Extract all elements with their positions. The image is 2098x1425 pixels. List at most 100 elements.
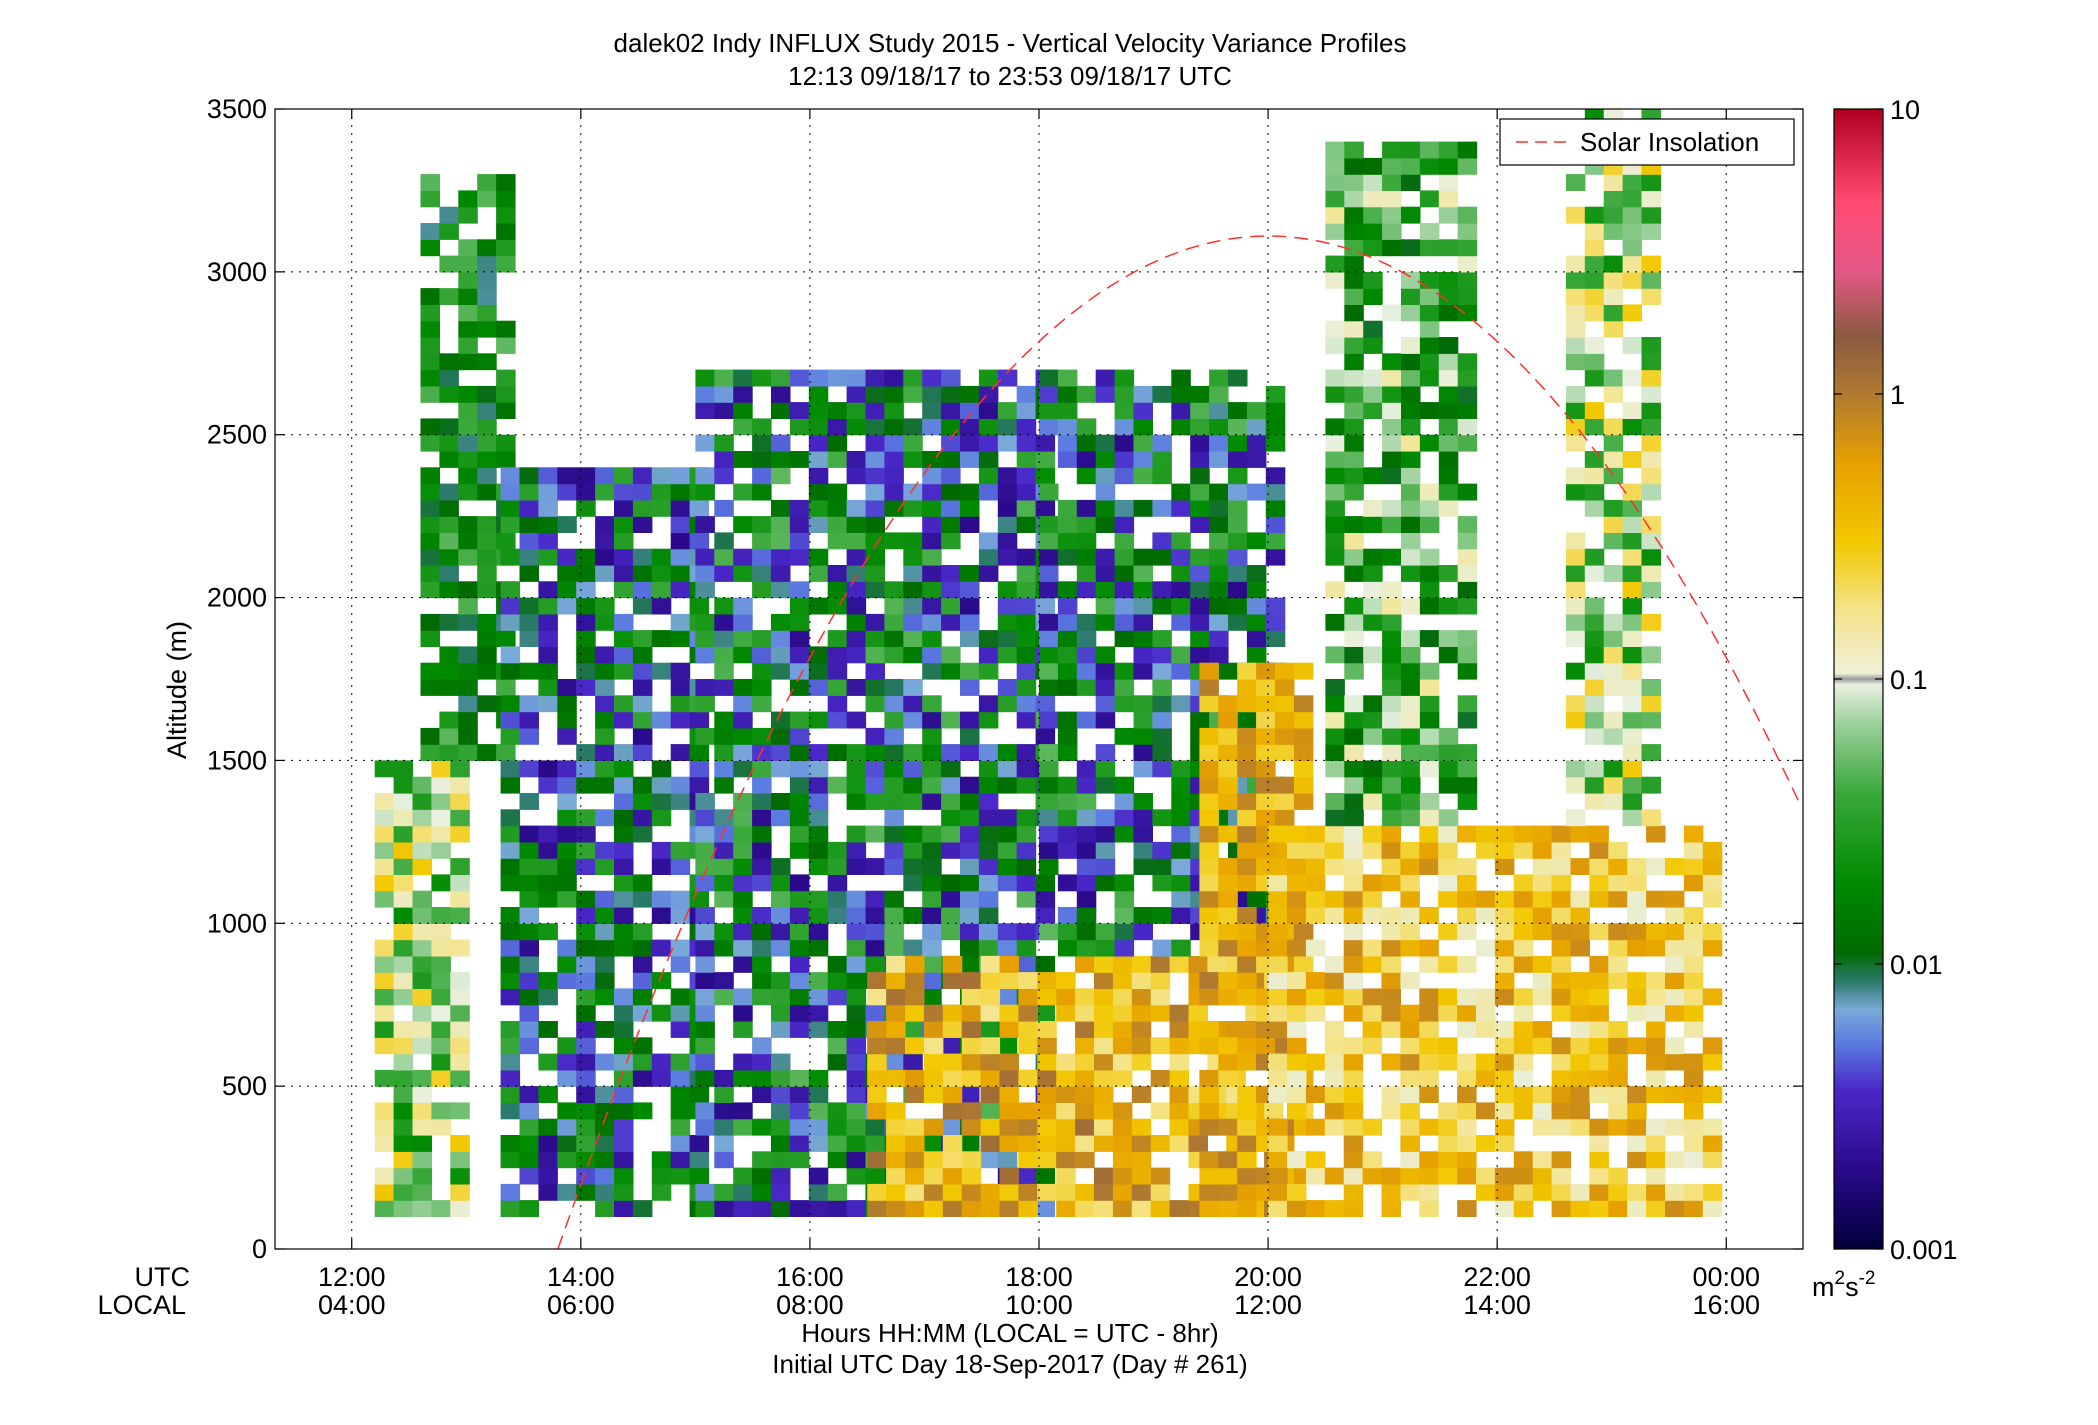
heatmap-cell [458,581,478,599]
heatmap-cell [846,1037,867,1055]
heatmap-cell [808,1135,829,1152]
heatmap-cell [1112,1135,1133,1152]
heatmap-cell [1018,1102,1038,1120]
heatmap-cell [500,695,521,713]
heatmap-cell [1438,1167,1458,1185]
heatmap-cell [978,451,999,468]
heatmap-cell [884,467,904,485]
heatmap-cell [1246,565,1267,582]
heatmap-cell [961,972,982,989]
heatmap-cell [538,972,558,989]
heatmap-cell [695,1200,715,1217]
heatmap-cell [771,434,791,452]
heatmap-cell [733,955,753,973]
heatmap-cell [1438,239,1459,257]
heatmap-cell [1237,760,1257,778]
heatmap-cell [1344,434,1364,452]
heatmap-cell [595,744,615,761]
heatmap-cell [595,955,615,973]
heatmap-cell [1237,939,1257,957]
heatmap-cell [960,630,980,647]
heatmap-cell [1150,1037,1171,1055]
heatmap-cell [1095,499,1116,517]
heatmap-cell [922,369,942,387]
heatmap-cell [1363,613,1383,631]
heatmap-cell [1016,711,1037,729]
heatmap-cell [1228,613,1248,631]
heatmap-cell [595,1167,615,1185]
heatmap-cell [1702,890,1723,908]
heatmap-cell [1400,923,1420,941]
heatmap-cell [1382,597,1402,615]
heatmap-cell [695,809,715,827]
heatmap-cell [733,613,753,631]
heatmap-cell [1344,206,1364,224]
heatmap-cell [1095,679,1116,696]
heatmap-cell [886,1069,906,1087]
heatmap-cell [1438,337,1459,354]
x-tick-label-local: 06:00 [547,1290,615,1320]
heatmap-cell [595,597,615,615]
heatmap-cell [771,907,791,924]
heatmap-cell [374,793,395,810]
heatmap-cell [1363,793,1383,810]
heatmap-cell [1401,418,1421,436]
heatmap-cell [1056,1183,1076,1201]
heatmap-cell [1627,858,1647,875]
heatmap-cell [420,499,440,517]
heatmap-cell [1457,776,1478,794]
heatmap-cell [827,418,848,436]
heatmap-cell [1039,613,1059,631]
heatmap-cell [1237,1118,1257,1136]
heatmap-cell [695,1183,715,1201]
heatmap-cell [827,744,848,761]
heatmap-cell [771,467,791,485]
heatmap-cell [1584,548,1605,566]
heatmap-cell [576,1135,596,1152]
heatmap-cell [1199,841,1219,859]
heatmap-cell [771,613,791,631]
heatmap-cell [1268,907,1288,924]
legend: Solar Insolation [1499,118,1795,166]
heatmap-cell [1589,1004,1609,1022]
heatmap-cell [1190,451,1210,468]
heatmap-cell [1344,646,1364,664]
heatmap-cell [733,744,753,761]
heatmap-cell [538,1086,558,1103]
heatmap-cell [576,955,596,973]
heatmap-cell [1256,695,1276,713]
heatmap-cell [1218,972,1238,989]
heatmap-cell [846,825,867,843]
heatmap-cell [903,613,923,631]
heatmap-cell [477,613,497,631]
heatmap-cell [1608,1053,1628,1071]
heatmap-cell [1589,858,1609,875]
heatmap-cell [1382,434,1402,452]
heatmap-cell [1419,679,1440,696]
heatmap-cell [846,1004,867,1022]
heatmap-cell [1133,565,1153,582]
heatmap-cell [808,988,829,1006]
heatmap-cell [1016,451,1037,468]
heatmap-cell [1565,271,1586,289]
heatmap-cell [1152,646,1172,664]
heatmap-cell [980,1069,1001,1087]
heatmap-cell [1190,613,1210,631]
heatmap-cell [1343,1102,1364,1120]
heatmap-cell [1419,581,1440,599]
heatmap-cell [808,679,829,696]
heatmap-cell [1584,451,1605,468]
heatmap-cell [695,972,715,989]
heatmap-cell [420,467,440,485]
heatmap-cell [670,695,691,713]
heatmap-cell [1565,776,1586,794]
heatmap-cell [393,1167,414,1185]
heatmap-cell [1381,1183,1401,1201]
heatmap-cell [632,662,653,680]
heatmap-cell [1565,711,1586,729]
heatmap-cell [997,825,1018,843]
heatmap-cell [808,793,829,810]
heatmap-cell [420,613,440,631]
heatmap-cell [1131,1021,1152,1038]
heatmap-cell [439,353,459,371]
